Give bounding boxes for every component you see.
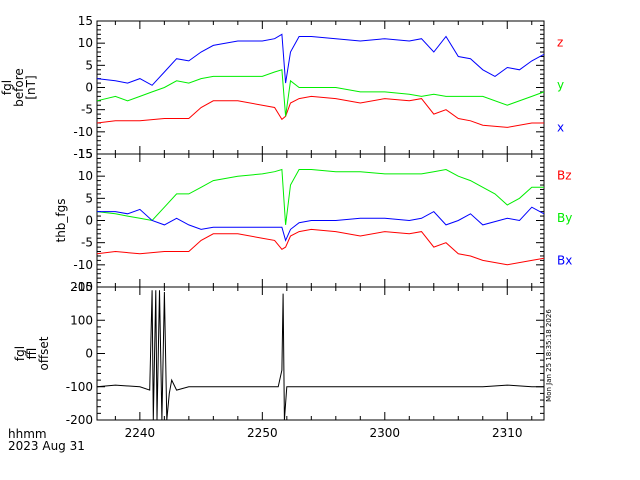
y-tick-label: 15: [78, 147, 93, 161]
y-tick-label: 5: [85, 191, 93, 205]
legend-label-by: By: [557, 211, 572, 225]
legend-label-z: z: [557, 35, 563, 49]
panel-2: 15 10 5 0 -5 -10 -15 Bz By Bx thb_fgs: [54, 147, 572, 294]
y-axis-label: [nT]: [24, 75, 38, 99]
series-line-bx: [97, 206, 545, 242]
legend-label-bz: Bz: [557, 168, 572, 182]
y-tick-label: 10: [78, 169, 93, 183]
y-tick-label: 0: [85, 347, 93, 361]
y-axis-label: before: [12, 68, 26, 107]
x-tick-label: 2300: [370, 426, 401, 440]
y-axis-label: thb: [0, 78, 2, 98]
y-axis-label: fgl: [13, 346, 27, 361]
series-line-by: [96, 168, 544, 225]
legend-label-bx: Bx: [557, 253, 572, 267]
series-line-offset: [96, 290, 544, 421]
y-tick-label: -15: [73, 147, 93, 161]
y-tick-label: 15: [78, 14, 93, 28]
y-tick-label: 10: [78, 36, 93, 50]
y-tick-label: -5: [81, 103, 93, 117]
y-tick-label: -15: [73, 280, 93, 294]
y-tick-label: -200: [66, 413, 93, 427]
series-line-z: [96, 95, 544, 128]
y-tick-label: -5: [81, 236, 93, 250]
x-tick-label: 2240: [125, 426, 156, 440]
x-tick-label: 2310: [492, 426, 523, 440]
y-axis-label: fgl: [0, 80, 14, 95]
x-tick-label: 2250: [247, 426, 278, 440]
panel-3: 200 100 0 -100 -200 2240 2250 2300 2310 fglffloff…: [13, 280, 545, 440]
y-tick-label: 100: [70, 313, 93, 327]
legend-label-x: x: [557, 120, 564, 134]
date-label: 2023 Aug 31: [8, 439, 85, 453]
y-tick-label: 0: [85, 214, 93, 228]
y-axis-label: thb_fgs: [54, 198, 68, 242]
y-axis-label: ffl: [25, 348, 39, 360]
y-axis-label: offset: [37, 336, 51, 370]
y-tick-label: -10: [73, 258, 93, 272]
y-tick-label: 200: [70, 280, 93, 294]
series-line-y: [96, 69, 545, 117]
timestamp-stamp: Mon Jan 25 18:35:18 2026: [545, 309, 553, 402]
series-line-x: [96, 33, 545, 86]
legend-label-y: y: [557, 78, 564, 92]
y-tick-label: 0: [85, 81, 93, 95]
y-tick-label: 5: [85, 58, 93, 72]
y-tick-label: -10: [73, 125, 93, 139]
series-line-bz: [96, 228, 545, 266]
y-tick-label: -100: [66, 380, 93, 394]
x-axis-unit-label: hhmm: [8, 427, 47, 441]
